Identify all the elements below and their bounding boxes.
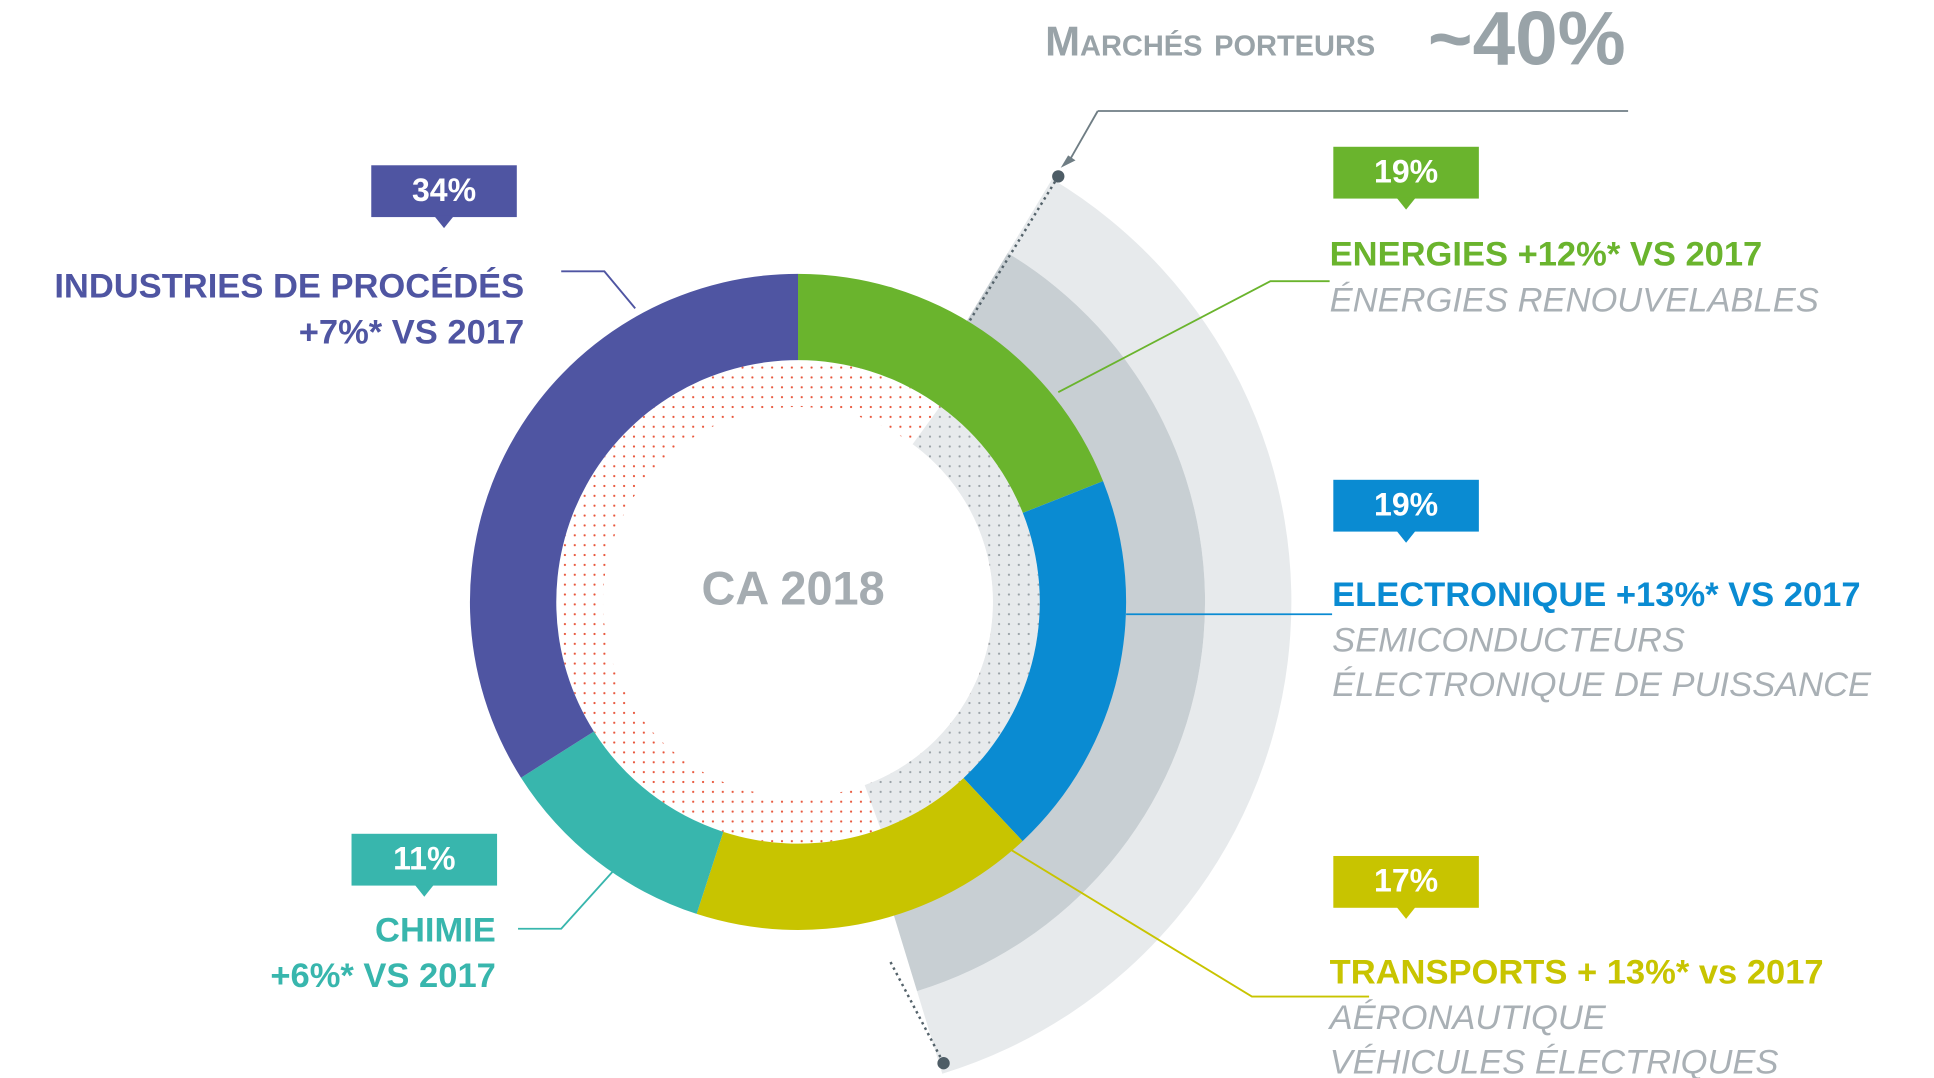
- value-label: 19%: [1374, 153, 1438, 189]
- dotted-edge: [967, 175, 1060, 324]
- value-box: [351, 833, 498, 886]
- leader-line: [561, 270, 636, 309]
- value-box: [1333, 855, 1479, 908]
- donut-segment: [469, 273, 799, 778]
- leader-line: [1008, 847, 1370, 998]
- segment-detail: SEMICONDUCTEURS: [1332, 622, 1685, 660]
- dot: [937, 1057, 950, 1070]
- center-hole: [603, 407, 993, 797]
- dotted-edge: [889, 961, 945, 1064]
- segment-label: ELECTRONIQUE +13%* VS 2017: [1332, 576, 1861, 614]
- background-bands: [556, 179, 1292, 1074]
- value-box-pointer: [1396, 530, 1416, 543]
- center-label: CA 2018: [701, 562, 884, 614]
- value-label: 11%: [393, 840, 455, 876]
- value-label: 17%: [1374, 863, 1438, 899]
- segment-label: +7%* VS 2017: [299, 313, 524, 351]
- segment-label: TRANSPORTS + 13%* vs 2017: [1330, 954, 1824, 992]
- value-box: [371, 165, 517, 218]
- segment-detail: VÉHICULES ÉLECTRIQUES: [1330, 1043, 1779, 1078]
- arrow-head: [1060, 155, 1076, 168]
- donut-segment: [963, 481, 1127, 842]
- value-box-pointer: [434, 215, 454, 229]
- value-box-pointer: [414, 884, 435, 897]
- segment-detail: ÉLECTRONIQUE DE PUISSANCE: [1332, 665, 1872, 704]
- inner-grey-dots: [864, 406, 1040, 830]
- highlight-label: Marchés porteurs: [1045, 17, 1375, 64]
- inner-band: [893, 253, 1206, 992]
- leader-line: [518, 866, 618, 930]
- segment-detail: ÉNERGIES RENOUVELABLES: [1330, 280, 1819, 319]
- value-label: 34%: [412, 172, 476, 208]
- segment-detail: AÉRONAUTIQUE: [1328, 998, 1607, 1037]
- segment-label: ENERGIES +12%* VS 2017: [1330, 236, 1763, 274]
- donut-segment: [696, 778, 1023, 930]
- highlight-value: ~40%: [1428, 0, 1626, 82]
- value-label: 19%: [1374, 486, 1438, 522]
- title-leader: [1067, 110, 1099, 164]
- segment-label: INDUSTRIES DE PROCÉDÉS: [54, 266, 524, 306]
- value-box: [1333, 146, 1479, 199]
- dot: [1052, 170, 1065, 183]
- value-box-pointer: [1396, 197, 1416, 210]
- segment-label: +6%* VS 2017: [270, 957, 495, 995]
- donut-segment: [798, 273, 1104, 513]
- segment-label: CHIMIE: [375, 912, 496, 950]
- donut-segment: [521, 731, 724, 914]
- value-box-pointer: [1396, 906, 1416, 919]
- value-box: [1333, 479, 1479, 532]
- leader-line: [1057, 280, 1330, 394]
- outer-band: [917, 179, 1292, 1074]
